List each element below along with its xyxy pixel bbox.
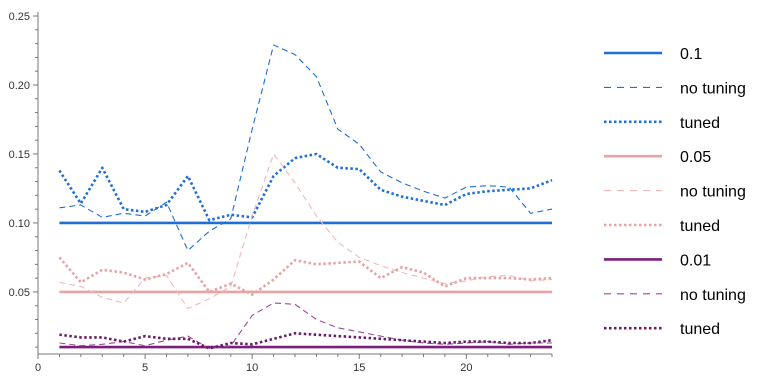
series-line-0.05-dashed xyxy=(59,153,553,310)
series-layer xyxy=(58,44,553,350)
series-line-0.01-dotted xyxy=(59,331,553,350)
y-tick-label: 0.05 xyxy=(9,287,30,299)
legend: 0.1 no tuning tuned 0.05 no tuning tuned 0.01 n… xyxy=(604,46,746,338)
y-tick-label: 0.10 xyxy=(9,218,30,230)
legend-label: tuned xyxy=(680,218,720,235)
legend-label: no tuning xyxy=(680,287,746,304)
x-tick-label: 10 xyxy=(246,362,258,374)
legend-label: 0.01 xyxy=(680,252,711,269)
x-tick-label: 15 xyxy=(353,362,365,374)
y-tick-label: 0.20 xyxy=(9,80,30,92)
series-line-0.1-dotted xyxy=(58,152,553,222)
y-tick-label: 0.15 xyxy=(9,149,30,161)
y-tick-label: 0.25 xyxy=(9,11,30,23)
x-tick-label: 5 xyxy=(142,362,148,374)
series-line-0.01-dashed xyxy=(59,302,552,350)
legend-label: no tuning xyxy=(680,80,746,97)
series-line-0.1-dashed xyxy=(59,44,553,252)
legend-label: tuned xyxy=(680,115,720,132)
series-line-0.05-dotted xyxy=(58,256,553,297)
legend-label: 0.1 xyxy=(680,46,702,63)
legend-label: no tuning xyxy=(680,184,746,201)
legend-label: tuned xyxy=(680,321,720,338)
x-tick-label: 20 xyxy=(460,362,472,374)
x-tick-label: 0 xyxy=(35,362,41,374)
axes: 0 5 10 15 20 0.05 0.10 0.15 0.20 0.25 xyxy=(9,11,553,374)
legend-label: 0.05 xyxy=(680,149,711,166)
